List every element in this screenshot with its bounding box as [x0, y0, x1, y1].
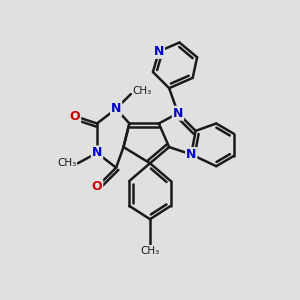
Text: CH₃: CH₃	[57, 158, 76, 168]
Text: N: N	[186, 148, 196, 161]
Text: CH₃: CH₃	[140, 246, 160, 256]
Text: N: N	[173, 107, 183, 120]
Text: N: N	[92, 146, 102, 159]
Text: N: N	[111, 102, 121, 115]
Text: O: O	[92, 180, 102, 193]
Text: CH₃: CH₃	[132, 85, 152, 95]
Text: O: O	[70, 110, 80, 123]
Text: N: N	[154, 45, 164, 58]
